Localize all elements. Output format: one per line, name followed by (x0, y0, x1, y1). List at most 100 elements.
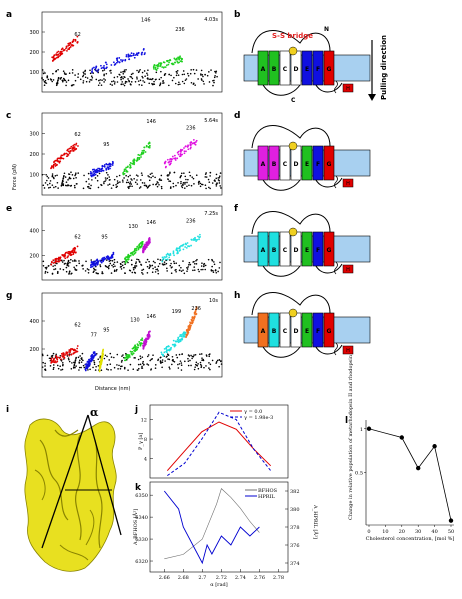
force-peak-point (153, 64, 156, 67)
force-data-point (122, 72, 125, 75)
force-peak-point (86, 366, 89, 369)
force-peak-label: 236 (186, 125, 196, 131)
force-data-point (189, 263, 192, 266)
force-data-point (171, 355, 174, 358)
force-data-point (145, 261, 147, 264)
force-peak-point (185, 336, 187, 339)
force-data-point (169, 171, 171, 174)
force-data-point (87, 178, 90, 180)
force-data-point (157, 272, 160, 275)
force-data-point (195, 364, 198, 367)
force-data-point (154, 176, 156, 179)
force-peak-point (53, 160, 56, 163)
force-peak-point (138, 341, 141, 343)
force-data-point (71, 260, 74, 262)
force-data-point (168, 180, 170, 182)
force-data-point (137, 367, 140, 370)
force-data-point (104, 354, 107, 357)
force-data-point (66, 355, 69, 357)
helix-H-label: H (346, 181, 350, 187)
force-data-point (184, 181, 186, 184)
force-data-point (143, 81, 146, 83)
force-peak-point (132, 346, 135, 349)
force-data-point (136, 258, 138, 261)
force-peak-point (70, 44, 73, 46)
force-peak-point (144, 338, 146, 341)
force-peak-point (189, 141, 192, 144)
force-data-point (132, 268, 135, 271)
force-data-point (148, 264, 151, 266)
force-data-point (62, 183, 65, 185)
panel-k-ytick-left-label: 6320 (135, 559, 148, 565)
force-data-point (80, 366, 82, 369)
force-data-point (120, 83, 123, 86)
force-peak-point (68, 152, 71, 155)
force-peak-point (132, 54, 135, 57)
force-data-point (161, 263, 164, 265)
force-peak-point (147, 146, 150, 149)
force-data-point (139, 179, 142, 181)
force-peak-point (60, 358, 63, 361)
force-peak-point (67, 255, 70, 257)
force-peak-point (66, 49, 68, 52)
force-data-point (193, 368, 196, 371)
force-peak-point (94, 67, 97, 70)
force-peak-point (94, 169, 97, 172)
force-peak-point (52, 259, 55, 262)
force-data-point (204, 176, 207, 178)
force-data-point (215, 185, 218, 187)
force-peak-point (161, 256, 164, 259)
force-data-point (51, 173, 54, 175)
force-data-point (186, 72, 189, 75)
force-data-point (193, 183, 195, 185)
force-peak-point (124, 356, 127, 359)
force-peak-point (191, 322, 194, 325)
force-data-point (113, 261, 116, 264)
helix-H (342, 178, 354, 188)
force-data-point (110, 356, 113, 358)
force-peak-point (65, 47, 67, 50)
force-peak-point (177, 337, 180, 340)
helix-label: B (272, 328, 277, 335)
force-data-point (69, 261, 71, 264)
force-data-point (73, 184, 76, 187)
force-data-point (218, 175, 221, 178)
force-data-point (187, 74, 190, 77)
force-data-point (124, 80, 127, 83)
force-peak-point (177, 247, 179, 250)
force-peak-point (195, 240, 198, 243)
c-tail (334, 261, 338, 275)
force-data-point (179, 175, 182, 178)
force-data-point (79, 78, 82, 81)
helix-label: B (272, 66, 277, 73)
force-peak-point (129, 350, 132, 353)
force-peak-point (178, 58, 181, 61)
force-peak-point (188, 324, 191, 327)
force-data-point (146, 77, 149, 79)
force-data-point (154, 271, 157, 273)
force-data-point (120, 365, 122, 368)
force-data-point (175, 271, 177, 273)
force-peak-point (50, 361, 53, 364)
force-peak-point (88, 361, 91, 364)
helix-B (268, 312, 280, 348)
force-data-point (217, 179, 220, 181)
force-data-point (202, 265, 205, 268)
extracellular-loop (251, 30, 331, 54)
helix-B (268, 145, 280, 181)
force-peak-point (143, 244, 146, 247)
force-data-point (52, 368, 55, 371)
force-data-point (120, 361, 123, 363)
force-peak-point (141, 339, 144, 342)
force-data-point (77, 76, 79, 78)
force-data-point (146, 187, 149, 189)
force-peak-point (188, 328, 191, 331)
force-data-point (98, 79, 100, 82)
force-data-point (142, 77, 144, 79)
force-peak-point (142, 251, 145, 254)
force-peak-point (71, 251, 74, 253)
force-data-point (187, 264, 190, 266)
force-data-point (78, 366, 81, 369)
force-data-point (208, 362, 210, 364)
c-tail (334, 342, 338, 356)
